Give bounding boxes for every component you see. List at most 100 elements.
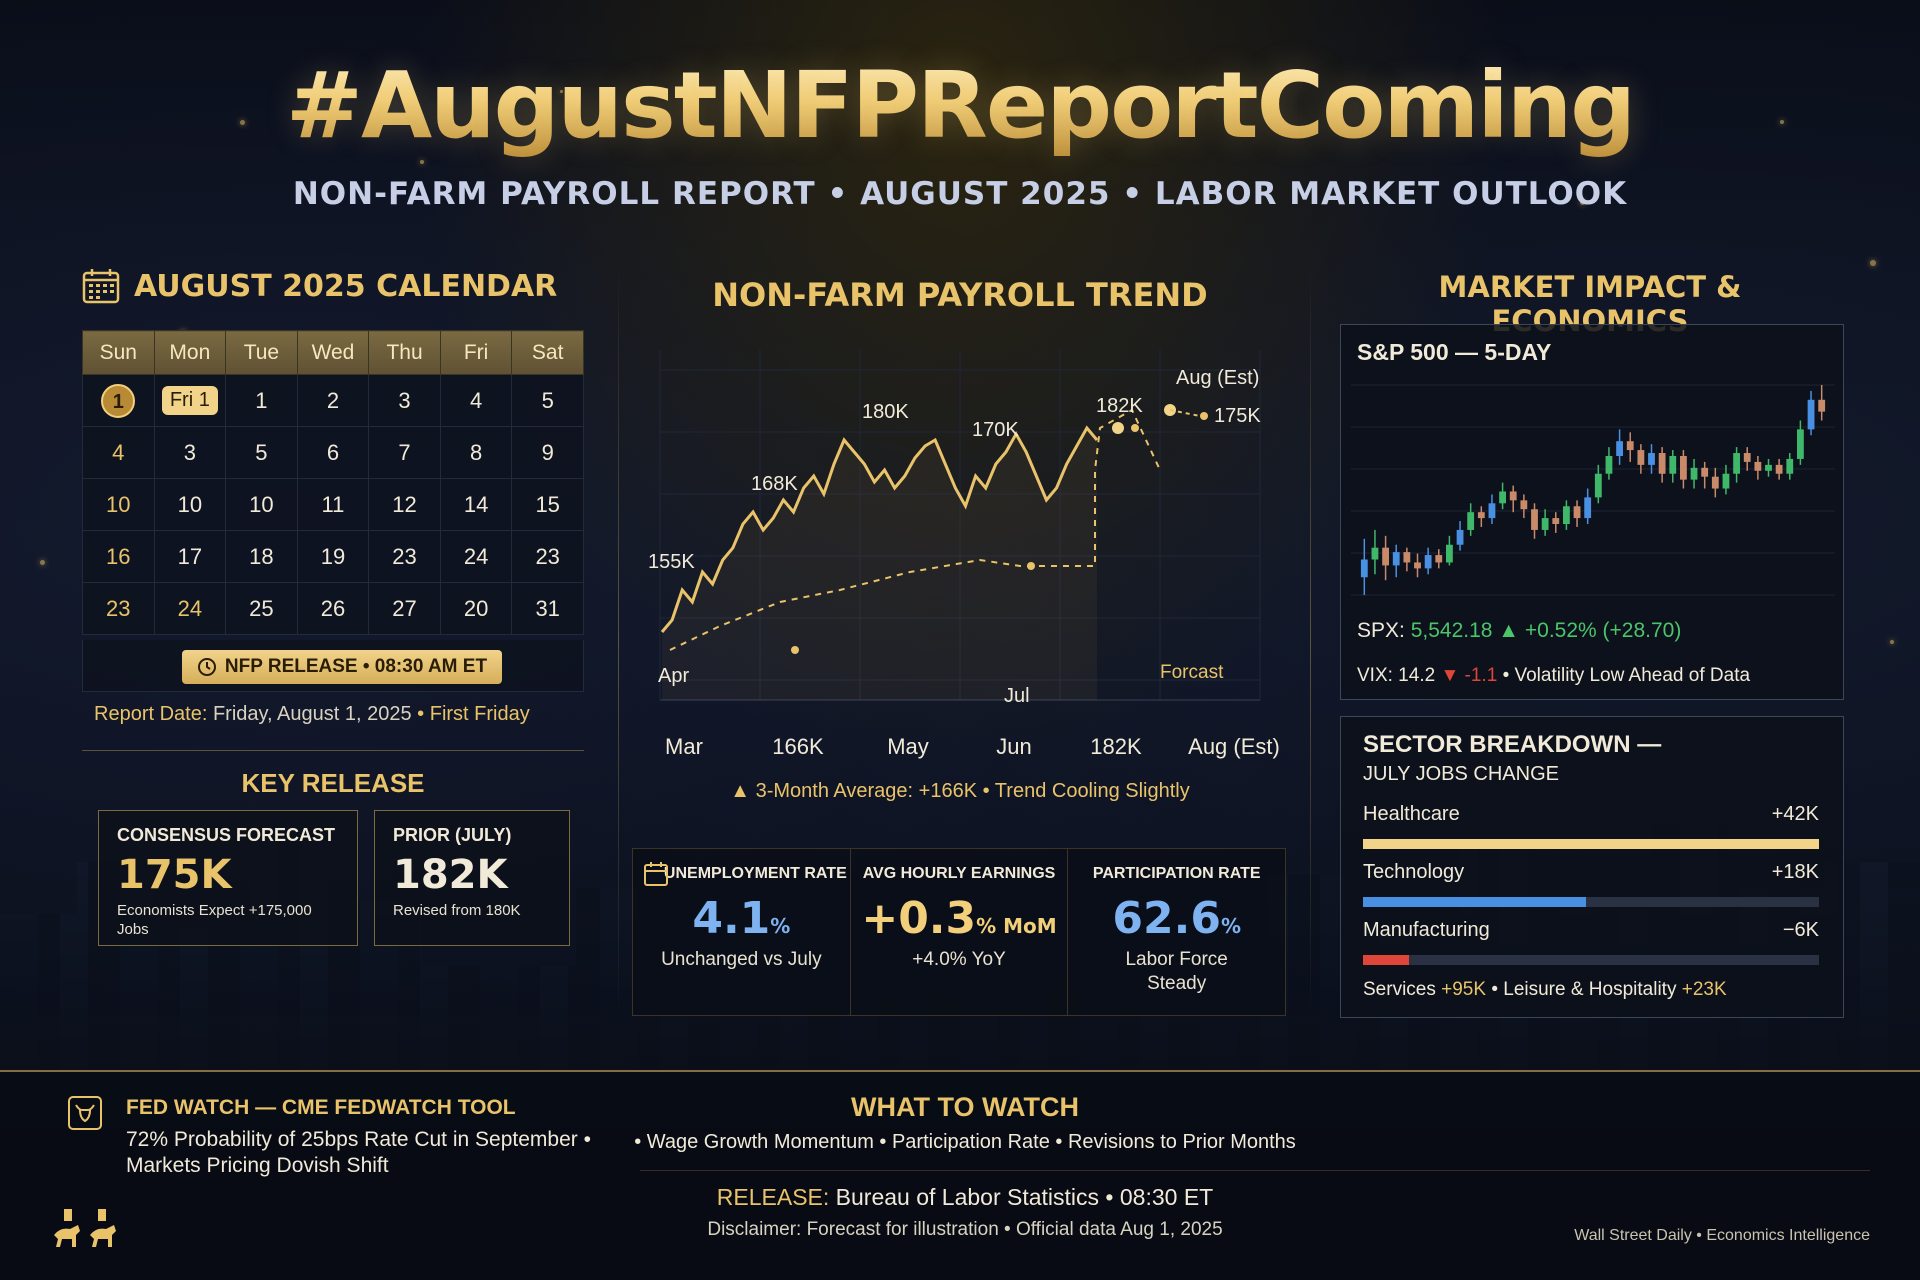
inner-label: Forcast [1160, 662, 1224, 683]
candle-body [1818, 399, 1826, 412]
aug-connector [1169, 409, 1201, 417]
calendar-day[interactable]: 18 [225, 530, 298, 583]
sector-bar-fill [1363, 839, 1819, 849]
sp500-title: S&P 500 — 5-DAY [1357, 339, 1552, 365]
release-source: RELEASE: Bureau of Labor Statistics • 08… [600, 1184, 1330, 1211]
bottom-divider [640, 1170, 1870, 1171]
calendar-week-row: 16 17 18 19 23 24 23 [82, 530, 584, 583]
data-label: 182K [1096, 395, 1143, 417]
calendar-day[interactable]: 1 [82, 374, 155, 427]
candle-body [1711, 476, 1719, 489]
prior-note: Revised from 180K [393, 902, 521, 919]
calendar-day[interactable]: 25 [225, 582, 298, 635]
page-subtitle: NON-FARM PAYROLL REPORT • AUGUST 2025 • … [292, 176, 1628, 212]
candle-body [1531, 509, 1538, 530]
earnings-label: AVG HOURLY EARNINGS [862, 865, 1056, 882]
calendar-day[interactable]: 12 [368, 478, 441, 531]
unemployment-value: 4.1 [692, 893, 771, 944]
calendar-day[interactable]: 11 [296, 478, 370, 531]
calendar-day[interactable]: 10 [225, 478, 298, 531]
trend-line-dashed [669, 408, 1161, 651]
calendar-day[interactable]: 9 [511, 426, 584, 479]
candle-body [1722, 473, 1730, 489]
candle-body [1541, 518, 1549, 530]
report-date: Report Date: Friday, August 1, 2025 • Fi… [94, 703, 530, 726]
calendar-day[interactable]: 15 [511, 478, 584, 531]
sector-bar-track [1363, 839, 1819, 849]
participation-rate-card: PARTICIPATION RATE 62.6% Labor Force Ste… [1068, 849, 1285, 1015]
candle-body [1616, 441, 1623, 456]
calendar-day[interactable]: 23 [511, 530, 584, 583]
sector-breakdown-panel: SECTOR BREAKDOWN — JULY JOBS CHANGE Heal… [1340, 716, 1844, 1018]
brand-signature: Wall Street Daily • Economics Intelligen… [1574, 1227, 1870, 1244]
calendar-day[interactable]: 19 [296, 530, 370, 583]
calendar-icon [82, 269, 120, 304]
calendar-day[interactable]: 4 [439, 374, 513, 427]
candle-body [1414, 562, 1421, 569]
release-day-pill: Fri 1 [161, 386, 218, 415]
candle-body [1648, 453, 1655, 465]
fed-watch-title: FED WATCH — CME FEDWATCH TOOL [126, 1096, 516, 1119]
calendar-day[interactable]: 10 [82, 478, 155, 531]
candle-body [1797, 429, 1804, 459]
calendar-day[interactable]: 14 [439, 478, 513, 531]
calendar-day[interactable]: 16 [82, 530, 155, 583]
sector-title: SECTOR BREAKDOWN — [1363, 731, 1662, 758]
calendar-day[interactable]: 5 [225, 426, 298, 479]
calendar-day[interactable]: 2 [296, 374, 370, 427]
calendar-day[interactable]: 3 [368, 374, 441, 427]
inner-label: Jul [1004, 685, 1030, 707]
aug-forecast-point [1200, 412, 1208, 420]
data-label: 175K [1214, 405, 1261, 427]
calendar-day[interactable]: 17 [153, 530, 227, 583]
services-value: +95K [1441, 979, 1487, 1000]
weekday-mon: Mon [153, 330, 227, 375]
calendar-day[interactable]: 1 [225, 374, 298, 427]
candle-body [1435, 555, 1443, 563]
candle-body [1403, 552, 1411, 563]
calendar-day[interactable]: 4 [82, 426, 155, 479]
weekday-tue: Tue [225, 330, 298, 375]
candle-body [1807, 399, 1815, 430]
candle-body [1775, 464, 1783, 474]
calendar-day[interactable]: 24 [153, 582, 227, 635]
calendar-day[interactable]: 31 [511, 582, 584, 635]
vix-note: • Volatility Low Ahead of Data [1502, 665, 1751, 686]
leisure-label: • Leisure & Hospitality [1491, 979, 1677, 1000]
calendar-day[interactable]: 23 [368, 530, 441, 583]
nfp-release-badge: NFP RELEASE • 08:30 AM ET [182, 650, 502, 684]
key-release-title: KEY RELEASE [241, 768, 425, 798]
candle-body [1680, 455, 1687, 480]
calendar-day[interactable]: 6 [296, 426, 370, 479]
calendar-day[interactable]: 23 [82, 582, 155, 635]
candle-body [1637, 450, 1645, 465]
calendar-day[interactable]: 26 [296, 582, 370, 635]
calendar-day[interactable]: Fri 1 [153, 374, 227, 427]
candle-body [1584, 497, 1592, 519]
disclaimer: Disclaimer: Forecast for illustration • … [707, 1219, 1223, 1240]
candle-body [1786, 458, 1794, 474]
calendar-day[interactable]: 3 [153, 426, 227, 479]
bottom-info-band [0, 1070, 1920, 1280]
candle-body [1754, 461, 1762, 471]
sector-bar-track [1363, 897, 1819, 907]
calendar-day[interactable]: 24 [439, 530, 513, 583]
candle-body [1360, 559, 1368, 578]
calendar-weekday-row: Sun Mon Tue Wed Thu Fri Sat [82, 330, 584, 375]
calendar-day[interactable]: 10 [153, 478, 227, 531]
x-tick-label: Jun [996, 734, 1031, 759]
calendar-day[interactable]: 27 [368, 582, 441, 635]
candle-body [1456, 529, 1464, 545]
calendar-week-row: 4 3 5 6 7 8 9 [82, 426, 584, 479]
calendar-week-row: 23 24 25 26 27 20 31 [82, 582, 584, 635]
calendar-day[interactable]: 5 [511, 374, 584, 427]
bull-icon [68, 1096, 102, 1130]
section-divider [82, 750, 584, 751]
calendar-day[interactable]: 20 [439, 582, 513, 635]
labor-stats-panel: UNEMPLOYMENT RATE 4.1% Unchanged vs July… [632, 848, 1286, 1016]
x-tick-label: Aug (Est) [1188, 734, 1280, 759]
candle-body [1424, 555, 1432, 569]
calendar-day[interactable]: 7 [368, 426, 441, 479]
calendar-day[interactable]: 8 [439, 426, 513, 479]
dashed-point [791, 646, 799, 654]
